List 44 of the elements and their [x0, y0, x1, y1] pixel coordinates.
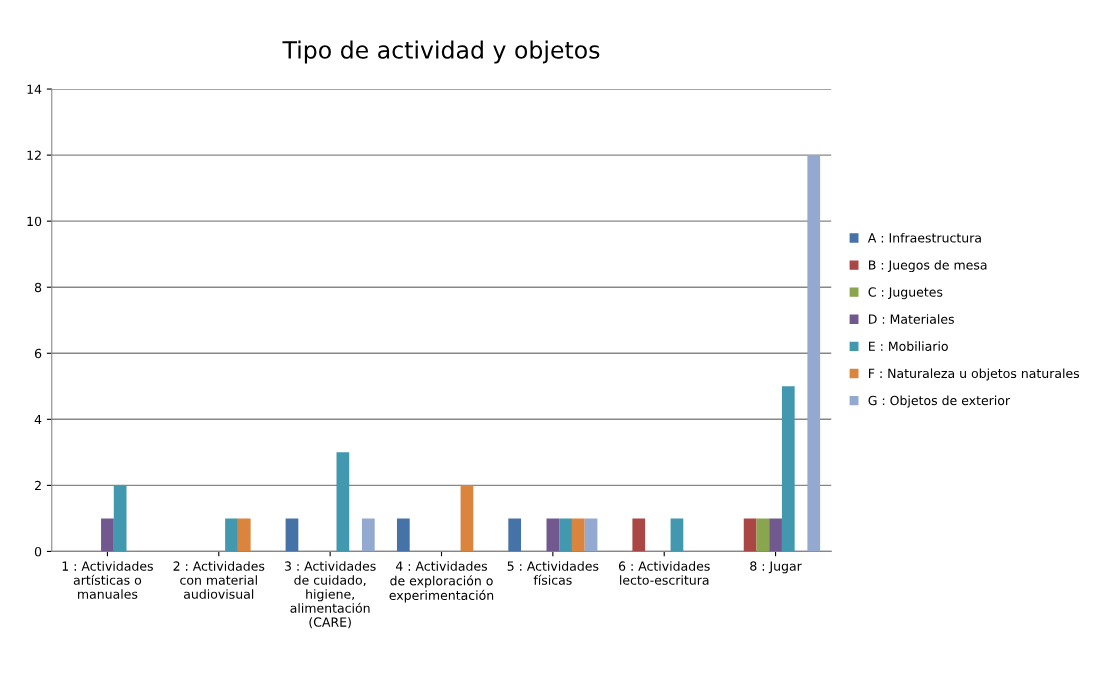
bar [781, 386, 795, 552]
bar [546, 518, 560, 552]
y-tick-label: 8 [34, 282, 42, 293]
x-tick-label: 1 : Actividades artísticas o manuales [62, 561, 153, 599]
bar [396, 518, 410, 552]
bar [336, 452, 350, 552]
legend-label: F : Naturaleza u objetos naturales [869, 368, 1080, 381]
bar [769, 518, 782, 552]
bar [743, 518, 757, 552]
bar [101, 518, 114, 552]
x-tick-label: 6 : Actividades lecto-escritura [618, 561, 710, 585]
bar [361, 518, 375, 552]
bar [571, 518, 585, 552]
x-tick-label: 8 : Jugar [750, 561, 802, 574]
y-tick-label: 2 [34, 480, 41, 491]
x-tick-label: 4 : Actividades de exploración o experimentación [389, 561, 494, 603]
bar [584, 518, 598, 552]
y-tick-label: 0 [34, 546, 42, 557]
y-tick-label: 4 [34, 414, 42, 425]
bar [237, 518, 251, 552]
x-tick-label: 2 : Actividades con material audiovisual [173, 561, 265, 599]
x-tick-label: 3 : Actividades de cuidado, higiene, alimentación (CARE) [284, 561, 376, 629]
legend-label: E : Mobiliario [869, 341, 948, 351]
bar [632, 518, 646, 552]
legend-label: D : Materiales [869, 314, 954, 324]
bar [559, 518, 572, 552]
y-tick-label: 12 [27, 150, 41, 160]
legend-label: G : Objetos de exterior [868, 395, 1011, 408]
legend-label: A : Infraestructura [867, 232, 981, 243]
bar [508, 518, 522, 552]
bar [225, 518, 238, 552]
y-tick-label: 14 [27, 84, 42, 94]
bar [756, 518, 770, 552]
chart-title: Tipo de actividad y objetos [282, 40, 600, 64]
bar [285, 518, 299, 552]
legend-label: C : Juguetes [868, 287, 943, 300]
y-tick-label: 6 [34, 348, 42, 359]
legend-label: B : Juegos de mesa [869, 259, 987, 273]
x-tick-label: 5 : Actividades físicas [507, 561, 599, 585]
y-tick-label: 10 [27, 216, 42, 227]
bar [460, 485, 474, 552]
bar [113, 485, 127, 552]
bar [670, 518, 684, 552]
bar [807, 155, 821, 552]
